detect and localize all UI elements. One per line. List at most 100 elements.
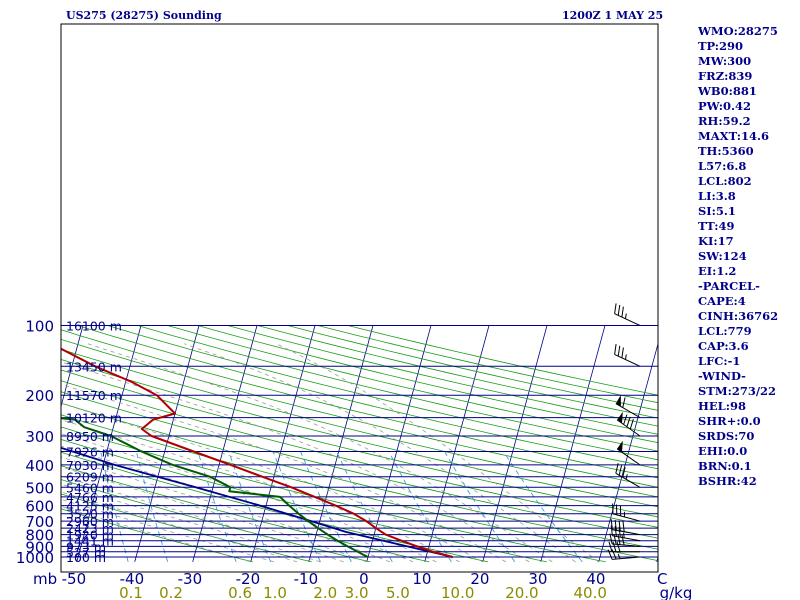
height-label: 2423 m bbox=[66, 521, 114, 536]
wind-barb-pennant bbox=[617, 411, 623, 424]
wind-barb-full bbox=[617, 304, 621, 316]
height-label: 1441 m bbox=[66, 534, 114, 549]
temperature-tick: -50 bbox=[62, 570, 87, 588]
pressure-tick: 300 bbox=[25, 428, 54, 446]
pressure-tick: 600 bbox=[25, 498, 54, 516]
dry-adiabat-line bbox=[61, 348, 658, 498]
index-item: -WIND- bbox=[698, 369, 746, 383]
index-item: RH:59.2 bbox=[698, 114, 751, 128]
index-item: WMO:28275 bbox=[698, 24, 778, 38]
mixing-ratio-tick: 0.2 bbox=[159, 584, 183, 600]
mixing-ratio-tick: 40.0 bbox=[573, 584, 606, 600]
wind-barb-full bbox=[618, 465, 623, 476]
wind-barb-pennant bbox=[617, 440, 623, 453]
pressure-tick: 700 bbox=[25, 513, 54, 531]
wind-barb bbox=[616, 411, 641, 437]
isotherm-line bbox=[61, 325, 84, 408]
dry-adiabat-line bbox=[61, 479, 371, 563]
temperature-tick: -30 bbox=[178, 570, 203, 588]
pressure-tick: 1000 bbox=[16, 549, 54, 567]
wind-barb-half bbox=[625, 474, 628, 480]
pressure-unit: mb bbox=[33, 570, 57, 588]
height-label: 100 m bbox=[66, 550, 106, 565]
moist-adiabat-line bbox=[61, 402, 483, 563]
dewpoint-trace bbox=[61, 417, 369, 558]
wind-barb-full bbox=[610, 525, 613, 536]
wind-barb-full bbox=[616, 541, 621, 552]
index-item: CAP:3.6 bbox=[698, 339, 749, 353]
index-item: CAPE:4 bbox=[698, 294, 746, 308]
index-item: KI:17 bbox=[698, 234, 734, 248]
wind-barb-staff bbox=[612, 513, 641, 522]
wind-barb-full bbox=[617, 534, 621, 545]
moist-adiabat-line bbox=[184, 343, 576, 563]
height-label: 4125 m bbox=[66, 499, 114, 514]
mixing-ratio-tick: 3.0 bbox=[345, 584, 369, 600]
height-label: 5460 m bbox=[66, 480, 114, 495]
wind-barb-full bbox=[622, 397, 626, 408]
temperature-unit: C bbox=[657, 570, 667, 588]
wind-barb-full bbox=[609, 533, 613, 545]
wind-barb-staff bbox=[612, 543, 641, 547]
moist-adiabat-line bbox=[87, 343, 553, 563]
height-label: 4766 m bbox=[66, 490, 114, 505]
temperature-tick: 0 bbox=[359, 570, 369, 588]
index-item: PW:0.42 bbox=[698, 99, 752, 113]
moist-adiabat-line bbox=[61, 505, 251, 563]
wind-barb-full bbox=[629, 419, 634, 430]
wind-barb bbox=[612, 503, 641, 522]
temperature-tick: -10 bbox=[294, 570, 319, 588]
wind-barb-half bbox=[623, 532, 625, 538]
height-label: 8950 m bbox=[66, 429, 114, 444]
mixing-ratio-line bbox=[228, 451, 272, 563]
wind-barb-full bbox=[622, 521, 625, 532]
moist-adiabat-line bbox=[61, 456, 391, 563]
dry-adiabat-line bbox=[61, 391, 658, 539]
temperature-tick: 40 bbox=[586, 570, 605, 588]
wind-barb-staff bbox=[614, 353, 641, 367]
wind-barb-full bbox=[626, 416, 631, 427]
isotherm-line bbox=[134, 325, 200, 563]
wind-barb-full bbox=[608, 541, 613, 552]
temperature-tick: 30 bbox=[528, 570, 547, 588]
wind-barb-full bbox=[614, 344, 617, 355]
wind-barb-half bbox=[625, 354, 627, 360]
wind-barb-full bbox=[617, 345, 621, 357]
isotherm-line bbox=[250, 325, 316, 563]
index-item: FRZ:839 bbox=[698, 69, 753, 83]
height-label: 10120 m bbox=[66, 411, 122, 426]
index-item: SRDS:70 bbox=[698, 429, 755, 443]
index-item: SHR+:0.0 bbox=[698, 414, 761, 428]
wind-barb-full bbox=[621, 347, 624, 358]
wind-barb-full bbox=[607, 549, 613, 560]
mixing-ratio-line bbox=[272, 451, 321, 563]
height-label: 527 m bbox=[66, 545, 106, 560]
index-item: TP:290 bbox=[698, 39, 744, 53]
wind-barb-staff bbox=[614, 313, 641, 326]
dry-adiabat-line bbox=[107, 325, 658, 461]
moist-adiabat-line bbox=[61, 445, 414, 563]
index-item: LCL:802 bbox=[698, 174, 752, 188]
moist-adiabat-line bbox=[61, 383, 507, 563]
profile-lines bbox=[61, 347, 453, 558]
moist-adiabat-line bbox=[61, 498, 275, 563]
wind-barb-pennant bbox=[615, 395, 621, 407]
wind-barb-full bbox=[614, 519, 617, 531]
height-label: 1920 m bbox=[66, 528, 114, 543]
mixing-ratio-tick: 0.1 bbox=[119, 584, 143, 600]
dry-adiabat-line bbox=[61, 338, 658, 488]
mixing-ratio-tick: 2.0 bbox=[313, 584, 337, 600]
index-item: SI:5.1 bbox=[698, 204, 736, 218]
wind-barb bbox=[610, 519, 641, 536]
index-item: HEL:98 bbox=[698, 399, 746, 413]
mixing-ratio-tick: 0.6 bbox=[228, 584, 252, 600]
temperature-trace bbox=[61, 347, 453, 558]
dry-adiabat-line bbox=[61, 426, 606, 563]
mixing-ratio-line bbox=[135, 451, 169, 563]
wind-barb-full bbox=[614, 526, 617, 537]
wind-barb-staff bbox=[612, 556, 641, 560]
wind-barb-staff bbox=[615, 472, 641, 488]
height-label: 3520 m bbox=[66, 507, 114, 522]
